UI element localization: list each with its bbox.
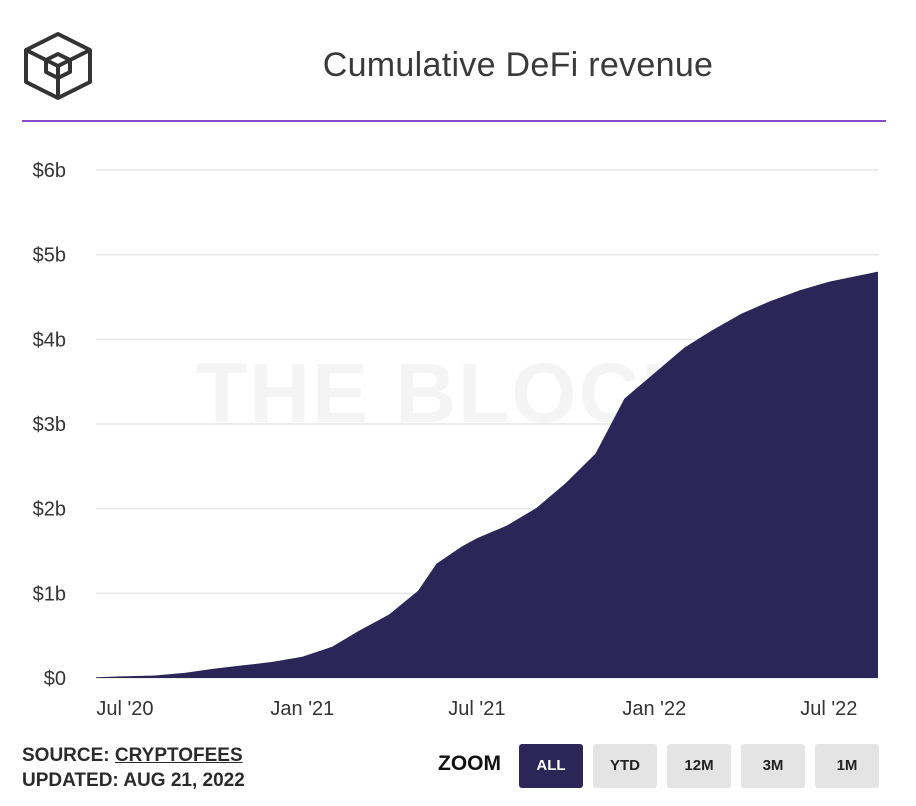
the-block-logo-icon (22, 30, 94, 102)
zoom-3m-button[interactable]: 3M (741, 744, 805, 788)
y-tick-label: $6b (33, 160, 66, 182)
x-tick-label: Jul '22 (800, 698, 857, 720)
updated-text: UPDATED: AUG 21, 2022 (22, 770, 245, 791)
chart-footer: SOURCE: CRYPTOFEES UPDATED: AUG 21, 2022 (22, 743, 245, 793)
y-tick-label: $1b (33, 583, 66, 605)
y-tick-label: $3b (33, 414, 66, 436)
x-tick-label: Jul '21 (448, 698, 505, 720)
area-chart: THE BLOCK $0$1b$2b$3b$4b$5b$6b Jul '20 Ja… (33, 160, 878, 720)
y-axis-ticks: $0 $1b $2b $3b $4b $5b $6b (33, 160, 66, 690)
chart-title: Cumulative DeFi revenue (322, 46, 714, 84)
title-divider (22, 120, 886, 122)
source-label: SOURCE: (22, 745, 110, 766)
zoom-all-button[interactable]: ALL (519, 744, 583, 788)
zoom-ytd-button[interactable]: YTD (593, 744, 657, 788)
zoom-label: ZOOM (438, 752, 501, 775)
area-series (96, 271, 878, 678)
source-link[interactable]: CRYPTOFEES (114, 745, 243, 766)
series-area (96, 271, 878, 678)
x-tick-label: Jul '20 (96, 698, 153, 720)
zoom-12m-button[interactable]: 12M (667, 744, 731, 788)
y-tick-label: $0 (44, 668, 66, 690)
y-tick-label: $4b (33, 329, 66, 351)
x-axis-ticks: Jul '20 Jan '21 Jul '21 Jan '22 Jul '22 (96, 698, 857, 720)
y-tick-label: $5b (33, 245, 66, 267)
zoom-1m-button[interactable]: 1M (815, 744, 879, 788)
x-tick-label: Jan '22 (622, 698, 686, 720)
x-tick-label: Jan '21 (270, 698, 334, 720)
source-line: SOURCE: CRYPTOFEES (22, 743, 245, 768)
y-tick-label: $2b (33, 499, 66, 521)
